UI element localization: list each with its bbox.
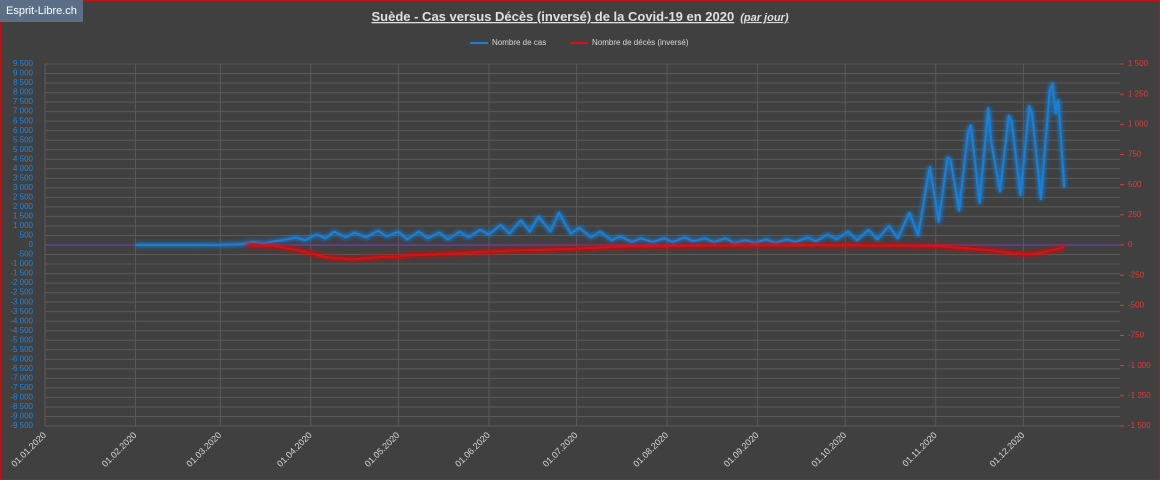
y2-tick-label: 1 250 — [1128, 89, 1149, 98]
y-tick-label: -7 500 — [10, 383, 33, 392]
y2-tick-label: -250 — [1128, 270, 1145, 279]
y-tick-label: -5 500 — [10, 345, 33, 354]
y-tick-label: -4 000 — [10, 316, 33, 325]
y-tick-label: -3 500 — [10, 307, 33, 316]
y-tick-label: -3 000 — [10, 297, 33, 306]
y-tick-label: -6 000 — [10, 354, 33, 363]
y-tick-label: 9 000 — [13, 69, 34, 78]
chart-title: Suède - Cas versus Décès (inversé) de la… — [371, 9, 734, 24]
y2-tick-label: 750 — [1128, 150, 1142, 159]
y2-tick-label: -500 — [1128, 300, 1145, 309]
badge — [0, 0, 83, 22]
y-tick-label: 1 000 — [13, 221, 34, 230]
y2-tick-label: -1 500 — [1128, 421, 1151, 430]
y-tick-label: 6 000 — [13, 126, 34, 135]
y-tick-label: -8 500 — [10, 402, 33, 411]
y-tick-label: -7 000 — [10, 373, 33, 382]
y-tick-label: 5 000 — [13, 145, 34, 154]
y-tick-label: -8 000 — [10, 393, 33, 402]
y2-tick-label: -750 — [1128, 331, 1145, 340]
y-tick-label: 4 000 — [13, 164, 34, 173]
y-tick-label: -2 500 — [10, 288, 33, 297]
y2-tick-label: 1 000 — [1128, 119, 1149, 128]
y-tick-label: -2 000 — [10, 278, 33, 287]
y-tick-label: 5 500 — [13, 135, 34, 144]
y2-tick-label: 0 — [1128, 240, 1133, 249]
y-tick-label: -1 500 — [10, 269, 33, 278]
y2-tick-label: 1 500 — [1128, 59, 1149, 68]
chart-subtitle: (par jour) — [740, 12, 789, 24]
y-tick-label: 8 500 — [13, 78, 34, 87]
y-tick-label: 7 500 — [13, 97, 34, 106]
y-tick-label: 6 500 — [13, 116, 34, 125]
y-tick-label: -9 500 — [10, 421, 33, 430]
series-line — [246, 244, 1065, 261]
y-tick-label: -500 — [17, 250, 34, 259]
y-tick-label: -9 000 — [10, 412, 33, 421]
y2-tick-label: 250 — [1128, 210, 1142, 219]
y-tick-label: -6 500 — [10, 364, 33, 373]
y-tick-label: 9 500 — [13, 59, 34, 68]
y2-tick-label: -1 000 — [1128, 361, 1151, 370]
chart-title-line: Suède - Cas versus Décès (inversé) de la… — [371, 9, 788, 24]
y2-tick-label: 500 — [1128, 180, 1142, 189]
y-tick-label: 500 — [20, 231, 34, 240]
y-tick-label: 8 000 — [13, 88, 34, 97]
y-tick-label: 7 000 — [13, 107, 34, 116]
y2-tick-label: -1 250 — [1128, 391, 1151, 400]
legend-label: Nombre de décès (inversé) — [592, 38, 689, 47]
y-tick-label: 2 500 — [13, 192, 34, 201]
y-tick-label: 0 — [29, 240, 34, 249]
y-tick-label: -1 000 — [10, 259, 33, 268]
legend-label: Nombre de cas — [492, 38, 546, 47]
y-tick-label: -5 000 — [10, 335, 33, 344]
y-tick-label: 3 000 — [13, 183, 34, 192]
y-tick-label: 4 500 — [13, 154, 34, 163]
y-tick-label: 1 500 — [13, 212, 34, 221]
watermark: Esprit-Libre.ch — [6, 5, 77, 17]
y-tick-label: -4 500 — [10, 326, 33, 335]
series-line — [135, 82, 1066, 246]
y-tick-label: 3 500 — [13, 173, 34, 182]
y-tick-label: 2 000 — [13, 202, 34, 211]
